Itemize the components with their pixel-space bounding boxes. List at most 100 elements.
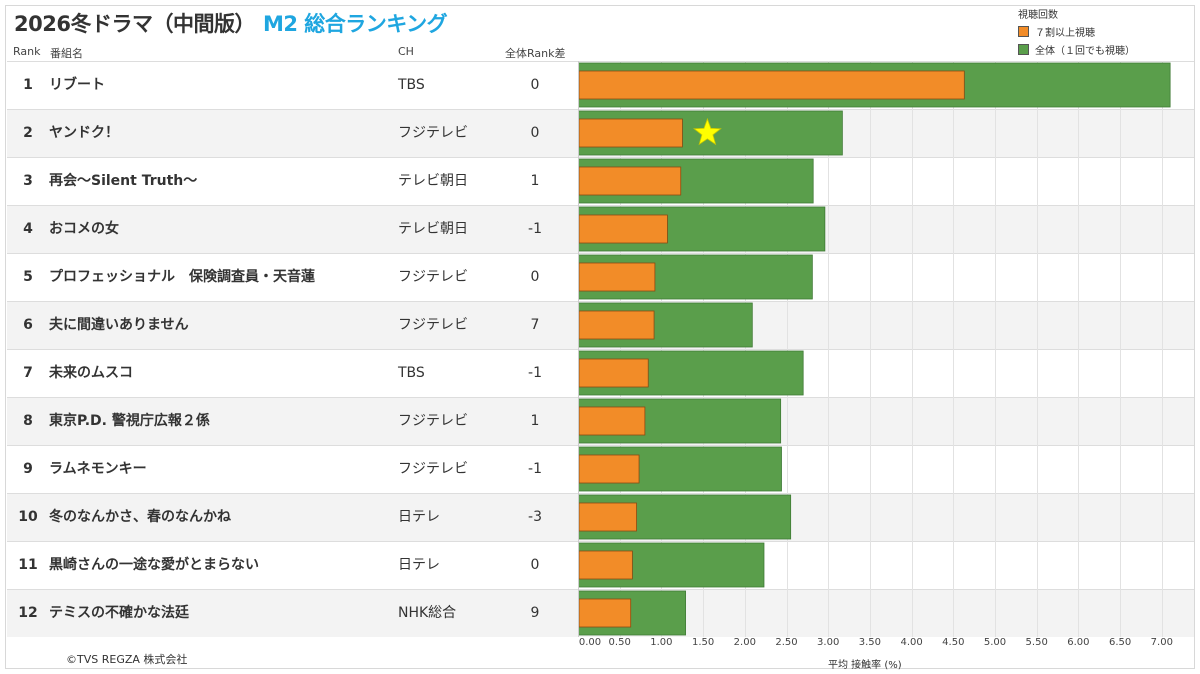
- channel-cell: NHK総合: [398, 605, 457, 621]
- rank-diff-cell: -1: [528, 365, 542, 381]
- legend-title: 視聴回数: [1018, 10, 1058, 21]
- rank-cell: 9: [23, 461, 33, 477]
- bar-70pct: [578, 118, 683, 148]
- bar-70pct: [578, 502, 637, 532]
- bar-70pct: [578, 550, 633, 580]
- rank-cell: 2: [23, 125, 33, 141]
- program-name: プロフェッショナル 保険調査員・天音蓮: [49, 269, 315, 285]
- program-name: 冬のなんかさ、春のなんかね: [49, 509, 231, 525]
- x-tick-label: 6.50: [1108, 637, 1132, 648]
- program-name: リブート: [49, 77, 105, 93]
- x-tick-label: 2.00: [733, 637, 756, 648]
- table-row: 2 ヤンドク！ フジテレビ 0: [7, 109, 578, 157]
- x-tick-label: 5.50: [1025, 637, 1048, 648]
- rank-cell: 1: [23, 77, 33, 93]
- rank-cell: 4: [23, 221, 33, 237]
- rank-diff-cell: -1: [528, 221, 542, 237]
- table-row: 5 プロフェッショナル 保険調査員・天音蓮 フジテレビ 0: [7, 253, 578, 301]
- x-tick-label: 0.00: [578, 637, 602, 648]
- legend-swatch-orange: [1018, 26, 1029, 37]
- channel-cell: フジテレビ: [398, 269, 468, 285]
- rank-cell: 6: [23, 317, 33, 333]
- program-name: ヤンドク！: [49, 125, 119, 141]
- table-row: 10 冬のなんかさ、春のなんかね 日テレ -3: [7, 493, 578, 541]
- x-tick-label: 3.00: [817, 637, 840, 648]
- table-row: 9 ラムネモンキー フジテレビ -1: [7, 445, 578, 493]
- bar-70pct: [578, 214, 668, 244]
- ranking-table: 1 リブート TBS 0 2 ヤンドク！ フジテレビ 0 3 再会～Silent Truth～ テレ…: [7, 61, 578, 637]
- bar-70pct: [578, 166, 682, 196]
- table-row: 7 未来のムスコ TBS -1: [7, 349, 578, 397]
- table-row: 11 黒崎さんの一途な愛がとまらない 日テレ 0: [7, 541, 578, 589]
- title-sub: M2 総合ランキング: [262, 12, 448, 36]
- x-axis-label: 平均 接触率 (%): [828, 660, 902, 671]
- legend-item-total: 全体（１回でも視聴）: [1018, 42, 1135, 57]
- rank-diff-cell: 9: [530, 605, 540, 621]
- table-row: 6 夫に間違いありません フジテレビ 7: [7, 301, 578, 349]
- highlight-star-icon: [692, 117, 722, 146]
- channel-cell: 日テレ: [398, 557, 440, 573]
- bar-70pct: [578, 70, 965, 100]
- x-tick-label: 2.50: [775, 637, 798, 648]
- rank-diff-cell: 0: [530, 269, 540, 285]
- x-tick-label: 4.50: [942, 637, 965, 648]
- program-name: テミスの不確かな法廷: [49, 605, 189, 621]
- chart-frame: [5, 5, 1195, 669]
- bar-70pct: [578, 358, 649, 388]
- table-row: 12 テミスの不確かな法廷 NHK総合 9: [7, 589, 578, 637]
- rank-cell: 8: [23, 413, 33, 429]
- bar-chart-plot: [578, 61, 1194, 637]
- header-rank: Rank: [13, 45, 41, 58]
- rank-diff-cell: 1: [530, 413, 540, 429]
- channel-cell: フジテレビ: [398, 413, 468, 429]
- table-row: 3 再会～Silent Truth～ テレビ朝日 1: [7, 157, 578, 205]
- program-name: 黒崎さんの一途な愛がとまらない: [49, 557, 259, 573]
- rank-diff-cell: 0: [530, 557, 540, 573]
- rank-cell: 12: [18, 605, 38, 621]
- page-title: 2026冬ドラマ（中間版） M2 総合ランキング: [14, 8, 448, 38]
- x-axis-ticks: 0.00 0.50 1.00 1.50 2.00 2.50 3.00 3.50 4.00 4.50…: [578, 637, 1198, 651]
- copyright-footer: ©TVS REGZA 株式会社: [66, 653, 188, 666]
- rank-cell: 11: [18, 557, 38, 573]
- channel-cell: テレビ朝日: [398, 221, 468, 237]
- x-tick-label: 1.00: [650, 637, 673, 648]
- bar-70pct: [578, 262, 656, 292]
- rank-cell: 5: [23, 269, 33, 285]
- program-name: ラムネモンキー: [49, 461, 147, 477]
- table-row: 1 リブート TBS 0: [7, 61, 578, 109]
- bar-70pct: [578, 598, 632, 628]
- program-name: 再会～Silent Truth～: [49, 173, 198, 189]
- x-tick-label: 0.50: [608, 637, 631, 648]
- x-tick-label: 3.50: [858, 637, 882, 648]
- channel-cell: TBS: [398, 77, 425, 93]
- bar-70pct: [578, 454, 640, 484]
- x-tick-label: 4.00: [900, 637, 923, 648]
- program-name: 東京P.D. 警視庁広報２係: [49, 413, 210, 429]
- rank-cell: 3: [23, 173, 33, 189]
- legend: 視聴回数 ７割以上視聴 全体（１回でも視聴）: [1018, 6, 1135, 57]
- program-name: おコメの女: [49, 221, 119, 237]
- legend-label-total: 全体（１回でも視聴）: [1035, 46, 1135, 57]
- program-name: 未来のムスコ: [49, 365, 133, 381]
- header-channel: CH: [398, 45, 414, 58]
- channel-cell: フジテレビ: [398, 461, 468, 477]
- x-tick-label: 1.50: [691, 637, 715, 648]
- channel-cell: テレビ朝日: [398, 173, 468, 189]
- rank-diff-cell: -3: [528, 509, 542, 525]
- channel-cell: 日テレ: [398, 509, 440, 525]
- header-program: 番組名: [50, 47, 83, 60]
- legend-item-70pct: ７割以上視聴: [1018, 24, 1135, 39]
- legend-swatch-green: [1018, 44, 1029, 55]
- rank-cell: 10: [18, 509, 38, 525]
- rank-diff-cell: 1: [530, 173, 540, 189]
- rank-diff-cell: 7: [530, 317, 540, 333]
- title-main: 2026冬ドラマ（中間版）: [14, 12, 255, 36]
- rank-diff-cell: 0: [530, 125, 540, 141]
- x-tick-label: 5.00: [983, 637, 1007, 648]
- x-tick-label: 6.00: [1067, 637, 1090, 648]
- bar-70pct: [578, 406, 646, 436]
- rank-diff-cell: 0: [530, 77, 540, 93]
- legend-label-70pct: ７割以上視聴: [1035, 28, 1095, 39]
- table-row: 4 おコメの女 テレビ朝日 -1: [7, 205, 578, 253]
- rank-diff-cell: -1: [528, 461, 542, 477]
